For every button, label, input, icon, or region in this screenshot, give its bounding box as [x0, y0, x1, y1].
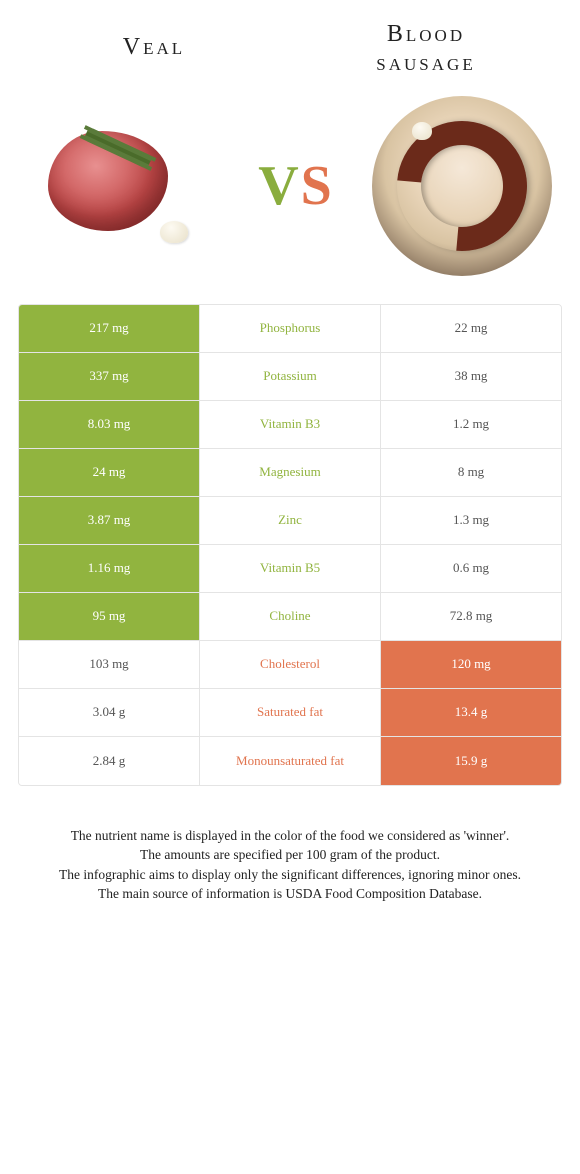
- left-value-cell: 2.84 g: [19, 737, 199, 785]
- left-value-cell: 217 mg: [19, 305, 199, 352]
- right-value-cell: 15.9 g: [381, 737, 561, 785]
- vs-v-letter: V: [258, 154, 298, 218]
- table-row: 95 mgCholine72.8 mg: [19, 593, 561, 641]
- left-value-cell: 95 mg: [19, 593, 199, 640]
- sausage-garlic-icon: [412, 122, 432, 140]
- header-row: Veal Blood sausage: [18, 20, 562, 78]
- blood-sausage-image: [372, 96, 552, 276]
- left-value-cell: 3.87 mg: [19, 497, 199, 544]
- nutrient-name-cell: Vitamin B3: [199, 401, 381, 448]
- right-value-cell: 1.2 mg: [381, 401, 561, 448]
- left-value-cell: 8.03 mg: [19, 401, 199, 448]
- table-row: 337 mgPotassium38 mg: [19, 353, 561, 401]
- sausage-icon: [372, 96, 552, 276]
- footer-line-4: The main source of information is USDA F…: [98, 886, 482, 901]
- nutrient-name-cell: Cholesterol: [199, 641, 381, 688]
- nutrient-name-cell: Zinc: [199, 497, 381, 544]
- right-value-cell: 22 mg: [381, 305, 561, 352]
- left-value-cell: 24 mg: [19, 449, 199, 496]
- table-row: 3.87 mgZinc1.3 mg: [19, 497, 561, 545]
- right-value-cell: 120 mg: [381, 641, 561, 688]
- right-value-cell: 72.8 mg: [381, 593, 561, 640]
- right-value-cell: 38 mg: [381, 353, 561, 400]
- right-value-cell: 13.4 g: [381, 689, 561, 736]
- right-food-line1: Blood: [387, 21, 465, 47]
- table-row: 24 mgMagnesium8 mg: [19, 449, 561, 497]
- right-value-cell: 8 mg: [381, 449, 561, 496]
- left-value-cell: 1.16 mg: [19, 545, 199, 592]
- footer-line-2: The amounts are specified per 100 gram o…: [140, 847, 440, 862]
- table-row: 2.84 gMonounsaturated fat15.9 g: [19, 737, 561, 785]
- left-value-cell: 3.04 g: [19, 689, 199, 736]
- vs-row: VS: [18, 96, 562, 276]
- nutrient-name-cell: Saturated fat: [199, 689, 381, 736]
- nutrient-table: 217 mgPhosphorus22 mg337 mgPotassium38 m…: [18, 304, 562, 786]
- left-value-cell: 337 mg: [19, 353, 199, 400]
- nutrient-name-cell: Vitamin B5: [199, 545, 381, 592]
- right-food-line2: sausage: [376, 50, 475, 76]
- right-value-cell: 1.3 mg: [381, 497, 561, 544]
- nutrient-name-cell: Magnesium: [199, 449, 381, 496]
- nutrient-name-cell: Phosphorus: [199, 305, 381, 352]
- footer-text: The nutrient name is displayed in the co…: [18, 826, 562, 904]
- left-value-cell: 103 mg: [19, 641, 199, 688]
- right-food-title: Blood sausage: [290, 20, 562, 78]
- table-row: 3.04 gSaturated fat13.4 g: [19, 689, 561, 737]
- nutrient-name-cell: Choline: [199, 593, 381, 640]
- vs-s-letter: S: [301, 154, 332, 218]
- vs-label: VS: [258, 154, 332, 218]
- nutrient-name-cell: Monounsaturated fat: [199, 737, 381, 785]
- right-value-cell: 0.6 mg: [381, 545, 561, 592]
- table-row: 8.03 mgVitamin B31.2 mg: [19, 401, 561, 449]
- table-row: 217 mgPhosphorus22 mg: [19, 305, 561, 353]
- footer-line-1: The nutrient name is displayed in the co…: [71, 828, 510, 843]
- table-row: 103 mgCholesterol120 mg: [19, 641, 561, 689]
- nutrient-name-cell: Potassium: [199, 353, 381, 400]
- garlic-icon: [160, 221, 188, 243]
- table-row: 1.16 mgVitamin B50.6 mg: [19, 545, 561, 593]
- footer-line-3: The infographic aims to display only the…: [59, 867, 521, 882]
- veal-image: [28, 111, 218, 261]
- left-food-title: Veal: [18, 20, 290, 61]
